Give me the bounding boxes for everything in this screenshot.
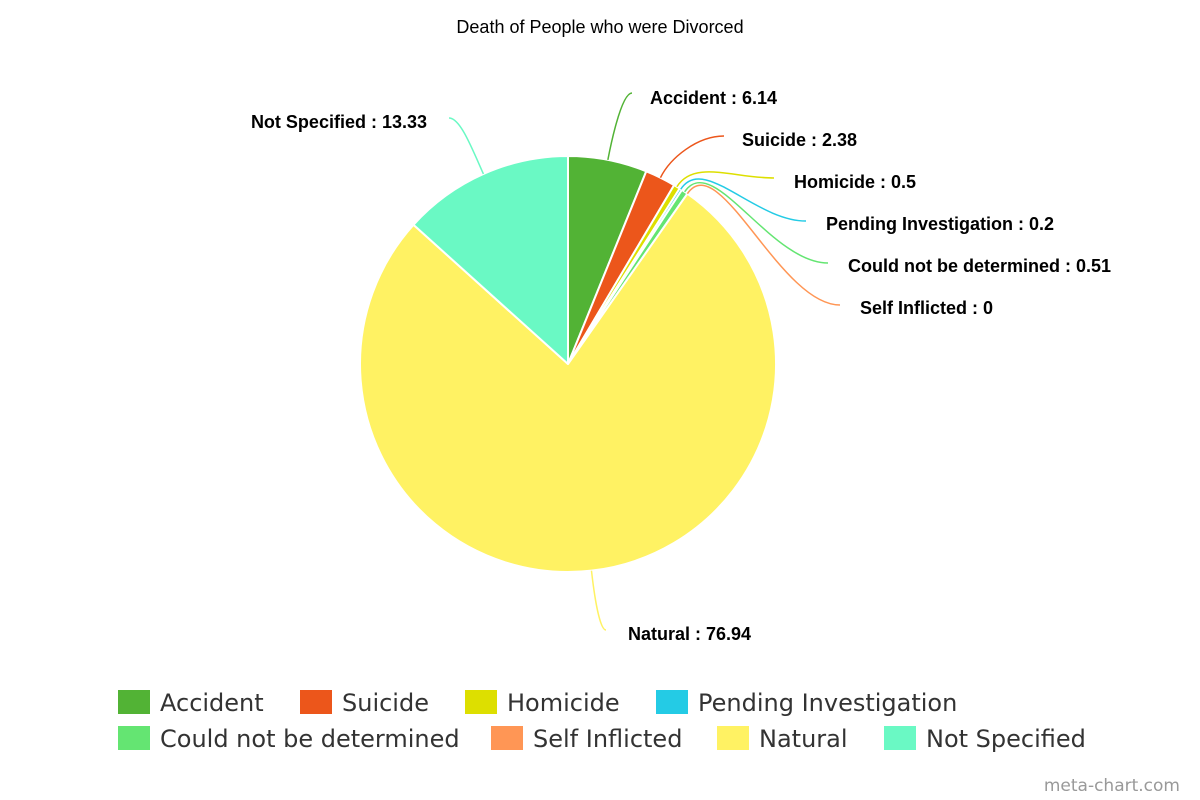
legend-swatch-homicide: [465, 690, 497, 714]
legend-item-pending-investigation[interactable]: Pending Investigation: [656, 689, 957, 717]
slice-not-specified[interactable]: [412, 155, 569, 365]
connector-not-specified: [448, 117, 485, 175]
legend-item-natural[interactable]: Natural: [717, 725, 848, 753]
legend-item-not-specified[interactable]: Not Specified: [884, 725, 1086, 753]
connector-pending-investigation: [680, 178, 807, 222]
legend-item-suicide[interactable]: Suicide: [300, 689, 429, 717]
legend-label-could-not-be-determined: Could not be determined: [160, 725, 460, 753]
legend-label-pending-investigation: Pending Investigation: [698, 689, 957, 717]
slice-label-accident: Accident : 6.14: [650, 88, 777, 108]
connector-accident: [607, 92, 633, 161]
legend-swatch-suicide: [300, 690, 332, 714]
legend-swatch-accident: [118, 690, 150, 714]
legend-swatch-self-inflicted: [491, 726, 523, 750]
slice-label-natural: Natural : 76.94: [628, 624, 751, 644]
slice-label-could-not-be-determined: Could not be determined : 0.51: [848, 256, 1111, 276]
pie-slices: [359, 155, 777, 573]
slice-labels: Accident : 6.14 Suicide : 2.38 Homicide : …: [251, 88, 1111, 644]
legend-item-could-not-be-determined[interactable]: Could not be determined: [118, 725, 460, 753]
legend-swatch-pending-investigation: [656, 690, 688, 714]
legend-label-natural: Natural: [759, 725, 848, 753]
legend-swatch-not-specified: [884, 726, 916, 750]
legend-label-suicide: Suicide: [342, 689, 429, 717]
connector-could-not-be-determined: [684, 182, 829, 264]
connector-natural: [590, 570, 607, 631]
credit-text[interactable]: meta-chart.com: [1044, 776, 1180, 796]
slice-label-not-specified: Not Specified : 13.33: [251, 112, 427, 132]
legend-label-accident: Accident: [160, 689, 264, 717]
legend: Accident Suicide Homicide Pending Investiga…: [118, 689, 1086, 753]
slice-label-homicide: Homicide : 0.5: [794, 172, 916, 192]
legend-swatch-natural: [717, 726, 749, 750]
legend-label-self-inflicted: Self Inflicted: [533, 725, 682, 753]
slice-label-suicide: Suicide : 2.38: [742, 130, 857, 150]
legend-item-accident[interactable]: Accident: [118, 689, 264, 717]
label-connectors: [448, 92, 841, 631]
chart-title: Death of People who were Divorced: [456, 17, 743, 37]
legend-item-homicide[interactable]: Homicide: [465, 689, 620, 717]
legend-label-not-specified: Not Specified: [926, 725, 1086, 753]
slice-label-pending-investigation: Pending Investigation : 0.2: [826, 214, 1054, 234]
connector-suicide: [659, 135, 725, 179]
connector-homicide: [676, 171, 775, 188]
slice-label-self-inflicted: Self Inflicted : 0: [860, 298, 993, 318]
legend-label-homicide: Homicide: [507, 689, 620, 717]
legend-item-self-inflicted[interactable]: Self Inflicted: [491, 725, 682, 753]
connector-self-inflicted: [686, 184, 841, 306]
legend-swatch-could-not-be-determined: [118, 726, 150, 750]
